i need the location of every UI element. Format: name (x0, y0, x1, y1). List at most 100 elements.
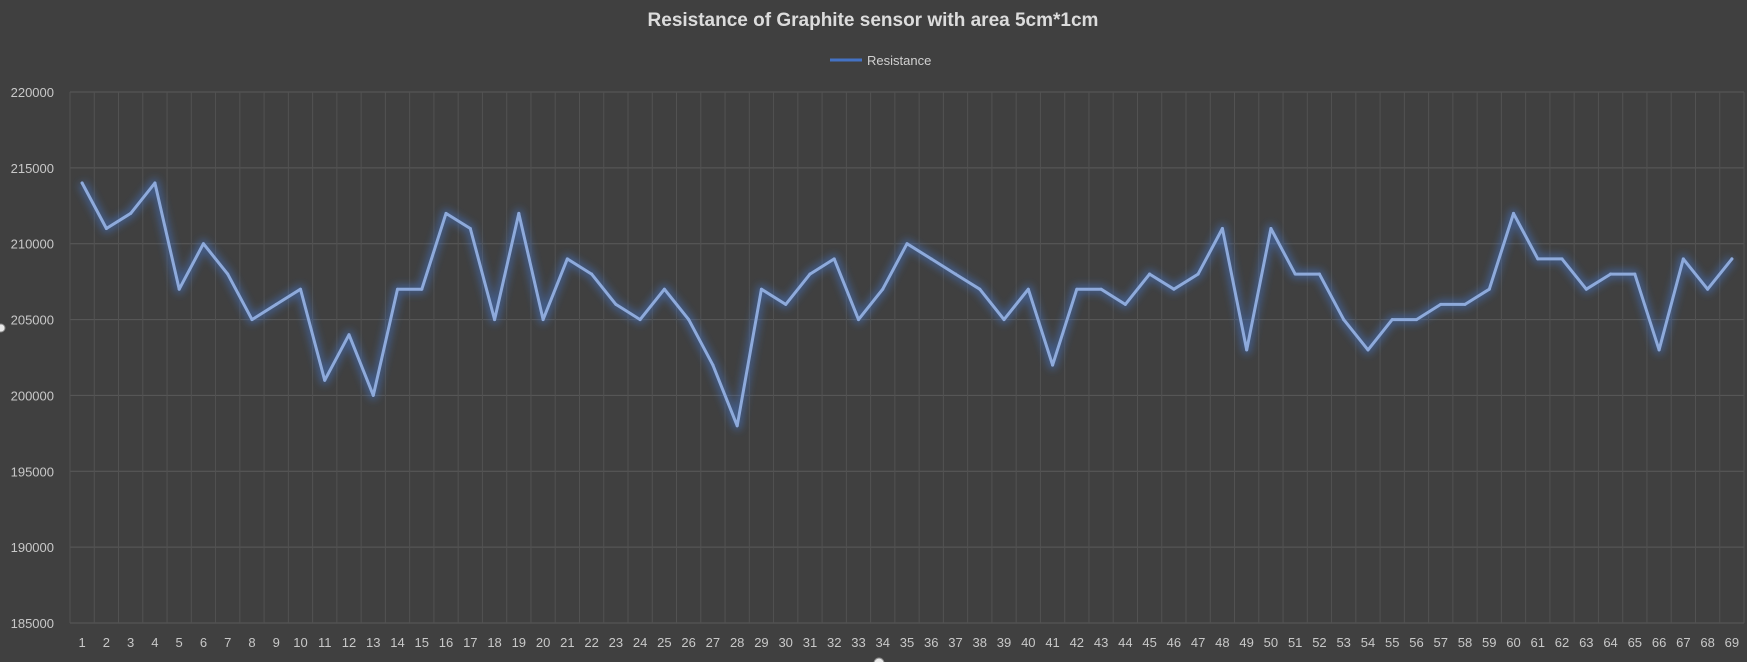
data-point (1609, 272, 1613, 276)
data-point (590, 272, 594, 276)
x-tick-label: 48 (1215, 635, 1229, 650)
data-point (662, 287, 666, 291)
x-tick-label: 19 (512, 635, 526, 650)
data-point (444, 211, 448, 215)
data-point (1584, 287, 1588, 291)
x-tick-label: 53 (1336, 635, 1350, 650)
x-tick-label: 7 (224, 635, 231, 650)
data-point (905, 242, 909, 246)
x-tick-label: 45 (1142, 635, 1156, 650)
x-tick-label: 17 (463, 635, 477, 650)
data-point (1342, 318, 1346, 322)
data-point (1633, 272, 1637, 276)
x-tick-label: 10 (293, 635, 307, 650)
x-tick-label: 9 (273, 635, 280, 650)
data-point (856, 318, 860, 322)
data-point (1463, 302, 1467, 306)
x-tick-label: 58 (1458, 635, 1472, 650)
data-point (1293, 272, 1297, 276)
x-tick-label: 68 (1700, 635, 1714, 650)
data-point (687, 318, 691, 322)
x-tick-label: 43 (1094, 635, 1108, 650)
data-point (493, 318, 497, 322)
data-point (1099, 287, 1103, 291)
data-point (711, 363, 715, 367)
data-point (1196, 272, 1200, 276)
data-point (323, 378, 327, 382)
data-point (1414, 318, 1418, 322)
x-tick-label: 4 (151, 635, 158, 650)
y-tick-label: 195000 (11, 464, 54, 479)
data-point (1706, 287, 1710, 291)
x-tick-label: 39 (997, 635, 1011, 650)
x-tick-label: 67 (1676, 635, 1690, 650)
x-tick-label: 46 (1167, 635, 1181, 650)
data-point (759, 287, 763, 291)
y-tick-label: 215000 (11, 161, 54, 176)
x-tick-label: 34 (876, 635, 890, 650)
data-point (784, 302, 788, 306)
data-point (298, 287, 302, 291)
data-point (832, 257, 836, 261)
x-tick-label: 41 (1045, 635, 1059, 650)
x-tick-label: 63 (1579, 635, 1593, 650)
data-point (1487, 287, 1491, 291)
legend-label: Resistance (867, 53, 931, 68)
x-tick-label: 44 (1118, 635, 1132, 650)
x-tick-label: 37 (948, 635, 962, 650)
x-tick-label: 16 (439, 635, 453, 650)
chart-resize-handle-bottom[interactable] (873, 657, 885, 662)
data-point (420, 287, 424, 291)
x-tick-label: 59 (1482, 635, 1496, 650)
data-point (80, 181, 84, 185)
data-point (1560, 257, 1564, 261)
data-point (274, 302, 278, 306)
y-tick-label: 220000 (11, 85, 54, 100)
data-point (153, 181, 157, 185)
data-point (1123, 302, 1127, 306)
data-point (250, 318, 254, 322)
data-point (1366, 348, 1370, 352)
gridlines (69, 91, 1745, 624)
data-point (565, 257, 569, 261)
x-tick-label: 28 (730, 635, 744, 650)
data-point (201, 242, 205, 246)
x-tick-label: 12 (342, 635, 356, 650)
data-point (517, 211, 521, 215)
x-tick-label: 8 (248, 635, 255, 650)
x-axis: 1 2 3 4 5 6 7 8 9 10 11 12 13 14 15 16 17 18 19 20 21 22 23 24 2… (79, 635, 1740, 650)
x-tick-label: 55 (1385, 635, 1399, 650)
x-tick-label: 62 (1555, 635, 1569, 650)
series-line (80, 181, 1734, 428)
x-tick-label: 24 (633, 635, 647, 650)
data-point (1075, 287, 1079, 291)
x-tick-label: 64 (1603, 635, 1617, 650)
x-tick-label: 56 (1409, 635, 1423, 650)
x-tick-label: 25 (657, 635, 671, 650)
chart-resize-handle-left[interactable] (0, 323, 6, 333)
data-point (226, 272, 230, 276)
data-point (1245, 348, 1249, 352)
y-tick-label: 190000 (11, 540, 54, 555)
data-point (881, 287, 885, 291)
data-point (1051, 363, 1055, 367)
x-tick-label: 35 (900, 635, 914, 650)
data-point (371, 393, 375, 397)
y-axis: 185000 190000 195000 200000 205000 210000 2150… (11, 85, 54, 631)
data-point (1439, 302, 1443, 306)
x-tick-label: 13 (366, 635, 380, 650)
x-tick-label: 18 (487, 635, 501, 650)
x-tick-label: 6 (200, 635, 207, 650)
x-tick-label: 29 (754, 635, 768, 650)
series-line-glow (78, 178, 1736, 431)
data-point (1681, 257, 1685, 261)
x-tick-label: 47 (1191, 635, 1205, 650)
x-tick-label: 52 (1312, 635, 1326, 650)
x-tick-label: 21 (560, 635, 574, 650)
data-point (1026, 287, 1030, 291)
y-tick-label: 185000 (11, 616, 54, 631)
x-tick-label: 22 (584, 635, 598, 650)
y-tick-label: 205000 (11, 313, 54, 328)
x-tick-label: 33 (851, 635, 865, 650)
